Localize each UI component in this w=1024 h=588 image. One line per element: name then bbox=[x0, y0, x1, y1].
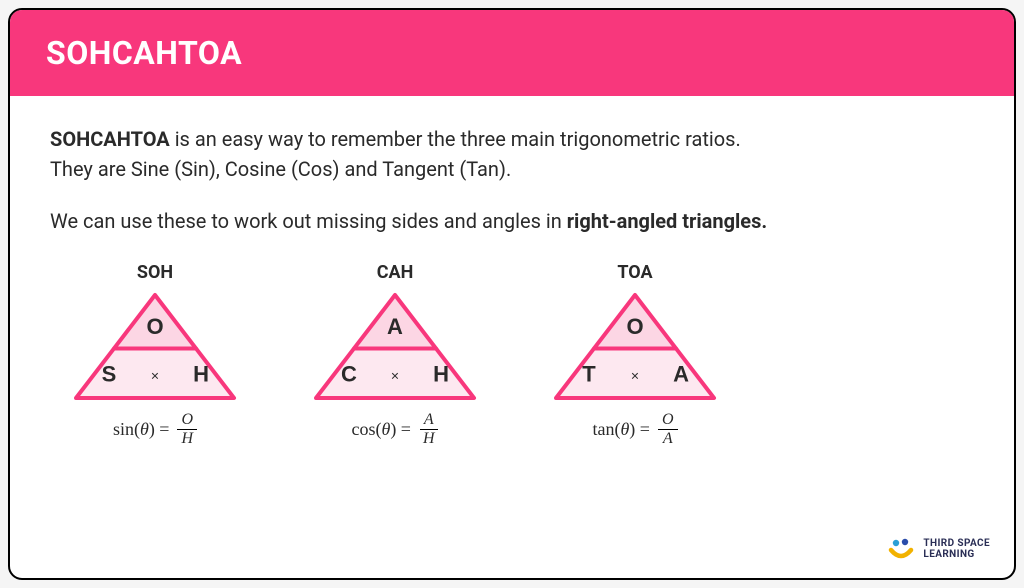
intro-rest1: is an easy way to remember the three mai… bbox=[170, 127, 741, 151]
svg-text:×: × bbox=[631, 367, 639, 383]
logo-mark-icon bbox=[887, 538, 915, 560]
svg-text:S: S bbox=[102, 361, 117, 386]
intro-paragraph: SOHCAHTOA is an easy way to remember the… bbox=[50, 124, 974, 184]
triangles-row: SOH O S × H sin(θ) = O H CAH A C × H cos… bbox=[50, 262, 974, 447]
triangle-formula: tan(θ) = O A bbox=[592, 412, 677, 447]
triangle-block: CAH A C × H cos(θ) = A H bbox=[300, 262, 490, 447]
intro-line2: They are Sine (Sin), Cosine (Cos) and Ta… bbox=[50, 157, 511, 181]
svg-text:A: A bbox=[387, 314, 403, 339]
svg-text:×: × bbox=[391, 367, 399, 383]
svg-text:H: H bbox=[433, 361, 449, 386]
triangle-block: TOA O T × A tan(θ) = O A bbox=[540, 262, 730, 447]
usage-paragraph: We can use these to work out missing sid… bbox=[50, 206, 974, 236]
svg-text:T: T bbox=[582, 361, 596, 386]
triangle-formula: sin(θ) = O H bbox=[113, 412, 197, 447]
triangle-icon: A C × H bbox=[310, 289, 480, 404]
intro-strong: SOHCAHTOA bbox=[50, 127, 170, 151]
triangle-block: SOH O S × H sin(θ) = O H bbox=[60, 262, 250, 447]
triangle-label: TOA bbox=[617, 262, 652, 283]
header: SOHCAHTOA bbox=[10, 10, 1014, 96]
triangle-label: CAH bbox=[377, 262, 414, 283]
triangle-icon: O S × H bbox=[70, 289, 240, 404]
usage-pre: We can use these to work out missing sid… bbox=[50, 209, 567, 233]
brand-logo: THIRD SPACE LEARNING bbox=[887, 538, 990, 560]
triangle-label: SOH bbox=[137, 262, 173, 283]
triangle-formula: cos(θ) = A H bbox=[351, 412, 438, 447]
svg-text:×: × bbox=[151, 367, 159, 383]
content: SOHCAHTOA is an easy way to remember the… bbox=[10, 96, 1014, 467]
triangle-icon: O T × A bbox=[550, 289, 720, 404]
svg-text:O: O bbox=[146, 314, 163, 339]
svg-text:O: O bbox=[626, 314, 643, 339]
svg-text:H: H bbox=[193, 361, 209, 386]
logo-line1: THIRD SPACE bbox=[923, 538, 990, 549]
svg-text:A: A bbox=[673, 361, 689, 386]
logo-text: THIRD SPACE LEARNING bbox=[923, 538, 990, 560]
page-title: SOHCAHTOA bbox=[46, 34, 978, 72]
logo-line2: LEARNING bbox=[923, 549, 990, 560]
usage-strong: right-angled triangles. bbox=[567, 209, 767, 233]
svg-text:C: C bbox=[341, 361, 357, 386]
info-card: SOHCAHTOA SOHCAHTOA is an easy way to re… bbox=[8, 8, 1016, 580]
